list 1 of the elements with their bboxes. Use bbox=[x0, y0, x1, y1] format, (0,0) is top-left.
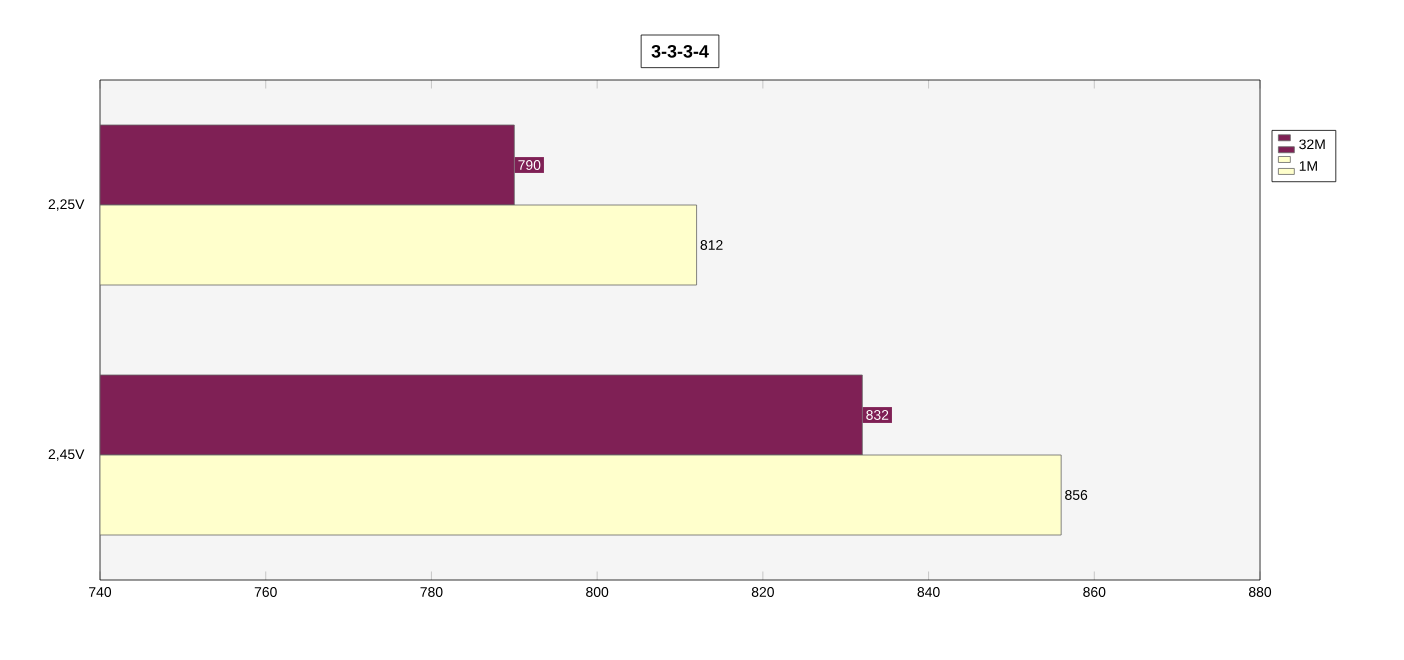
chart-title: 3-3-3-4 bbox=[651, 44, 709, 58]
